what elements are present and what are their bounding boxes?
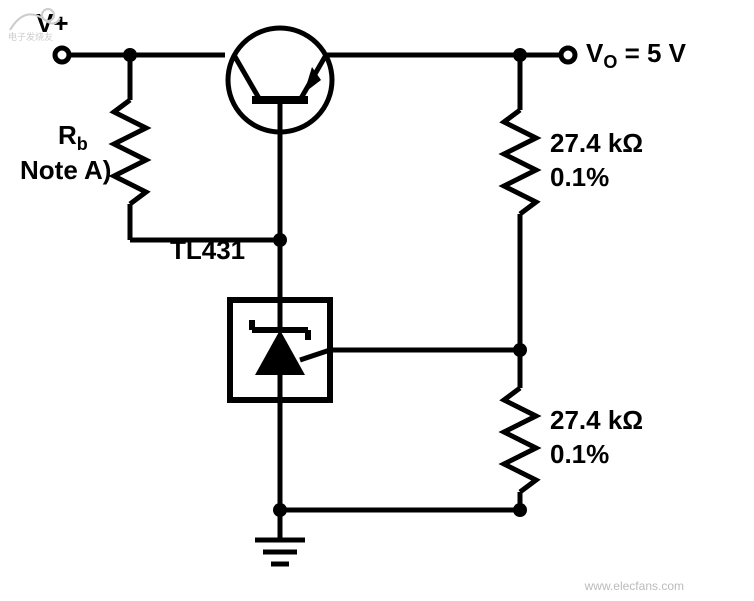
label-vo: VO = 5 V	[586, 38, 686, 73]
label-rb: Rb	[58, 120, 88, 155]
label-r1-tol: 0.1%	[550, 162, 609, 193]
resistor-rb	[114, 100, 146, 204]
circuit-svg	[0, 0, 754, 601]
tl431-ref-internal	[300, 350, 330, 360]
circuit-diagram: V+ Rb Note A) TL431 VO = 5 V 27.4 kΩ 0.1…	[0, 0, 754, 601]
vplus-terminal	[55, 48, 69, 62]
resistor-r2	[504, 388, 536, 492]
label-note-a: Note A)	[20, 155, 111, 186]
vo-terminal	[561, 48, 575, 62]
tl431-triangle	[255, 330, 305, 375]
label-tl431: TL431	[170, 235, 245, 266]
resistor-r1	[504, 110, 536, 214]
watermark-logo-icon: 电子发烧友	[0, 0, 68, 42]
svg-text:电子发烧友: 电子发烧友	[8, 31, 53, 42]
watermark-text: www.elecfans.com	[585, 579, 684, 593]
label-r2-value: 27.4 kΩ	[550, 405, 643, 436]
label-r2-tol: 0.1%	[550, 439, 609, 470]
label-r1-value: 27.4 kΩ	[550, 128, 643, 159]
